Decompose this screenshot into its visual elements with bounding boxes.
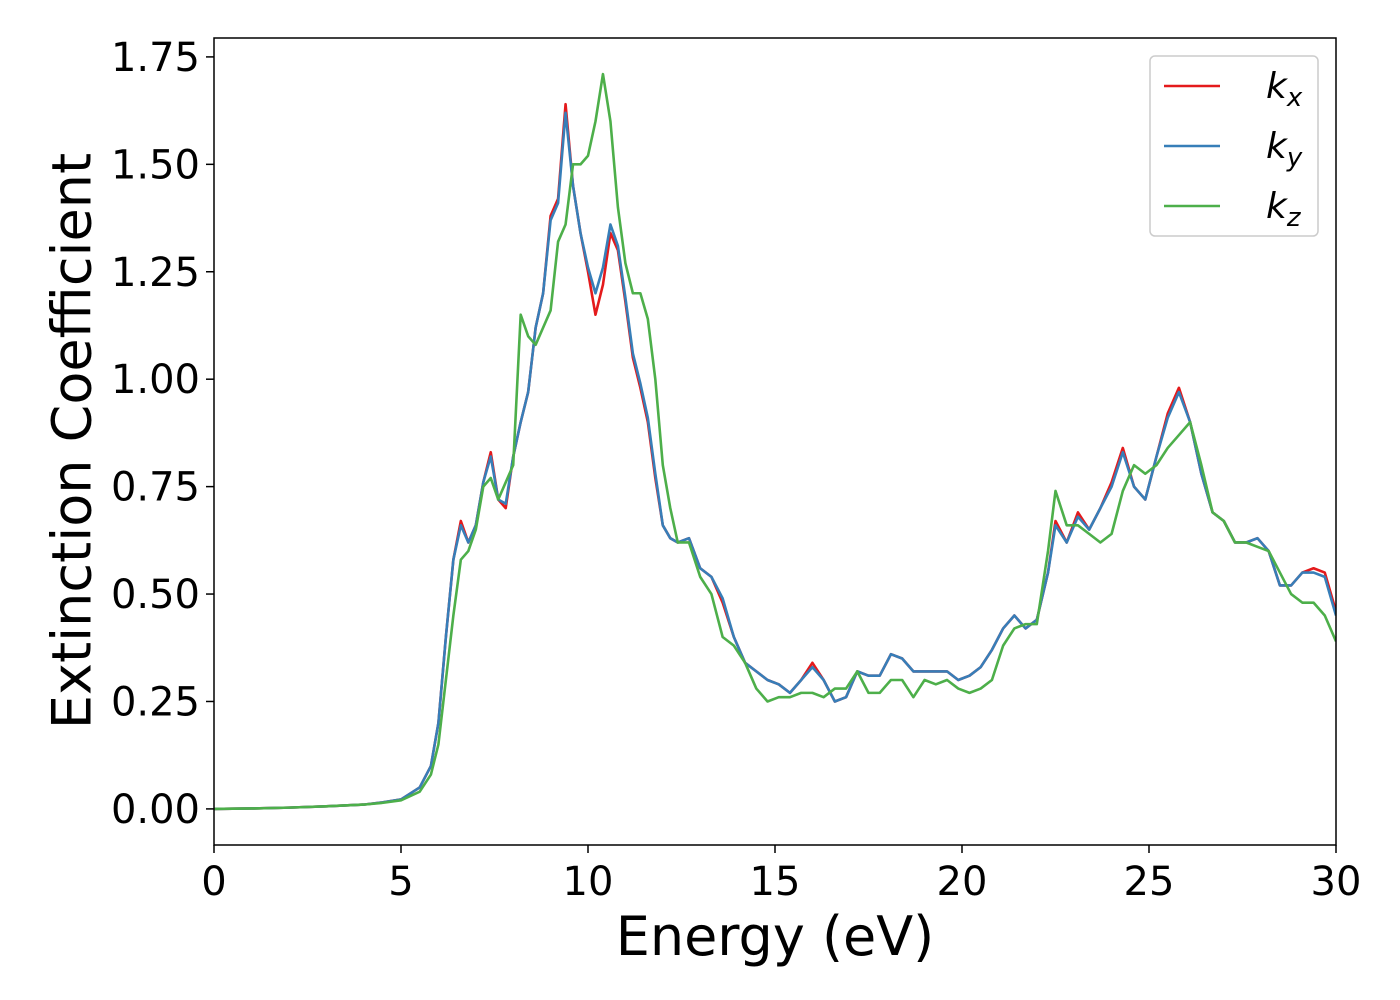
y-tick-label: 0.25	[111, 679, 200, 725]
legend-label: kx	[1266, 66, 1303, 113]
legend-box	[1149, 55, 1319, 237]
x-tick-label: 30	[1311, 859, 1362, 905]
x-tick-label: 20	[937, 859, 988, 905]
x-tick-label: 15	[750, 859, 801, 905]
y-axis-label: Extinction Coefficient	[41, 153, 104, 729]
plot-frame	[213, 37, 1337, 846]
x-axis-label: Energy (eV)	[616, 905, 935, 968]
x-tick-label: 0	[201, 859, 226, 905]
y-tick-label: 1.75	[111, 35, 200, 81]
y-tick-label: 1.25	[111, 250, 200, 296]
y-tick-label: 1.00	[111, 357, 200, 403]
legend-label: ky	[1266, 126, 1303, 173]
x-tick-label: 25	[1124, 859, 1175, 905]
y-tick-label: 0.75	[111, 465, 200, 511]
x-tick-label: 5	[388, 859, 413, 905]
y-tick-label: 0.50	[111, 572, 200, 618]
x-tick-label: 10	[563, 859, 614, 905]
data-line	[214, 111, 1336, 811]
y-tick-label: 1.50	[111, 142, 200, 188]
data-line	[214, 72, 1336, 811]
y-tick-label: 0.00	[111, 787, 200, 833]
legend-label: kz	[1266, 186, 1302, 233]
